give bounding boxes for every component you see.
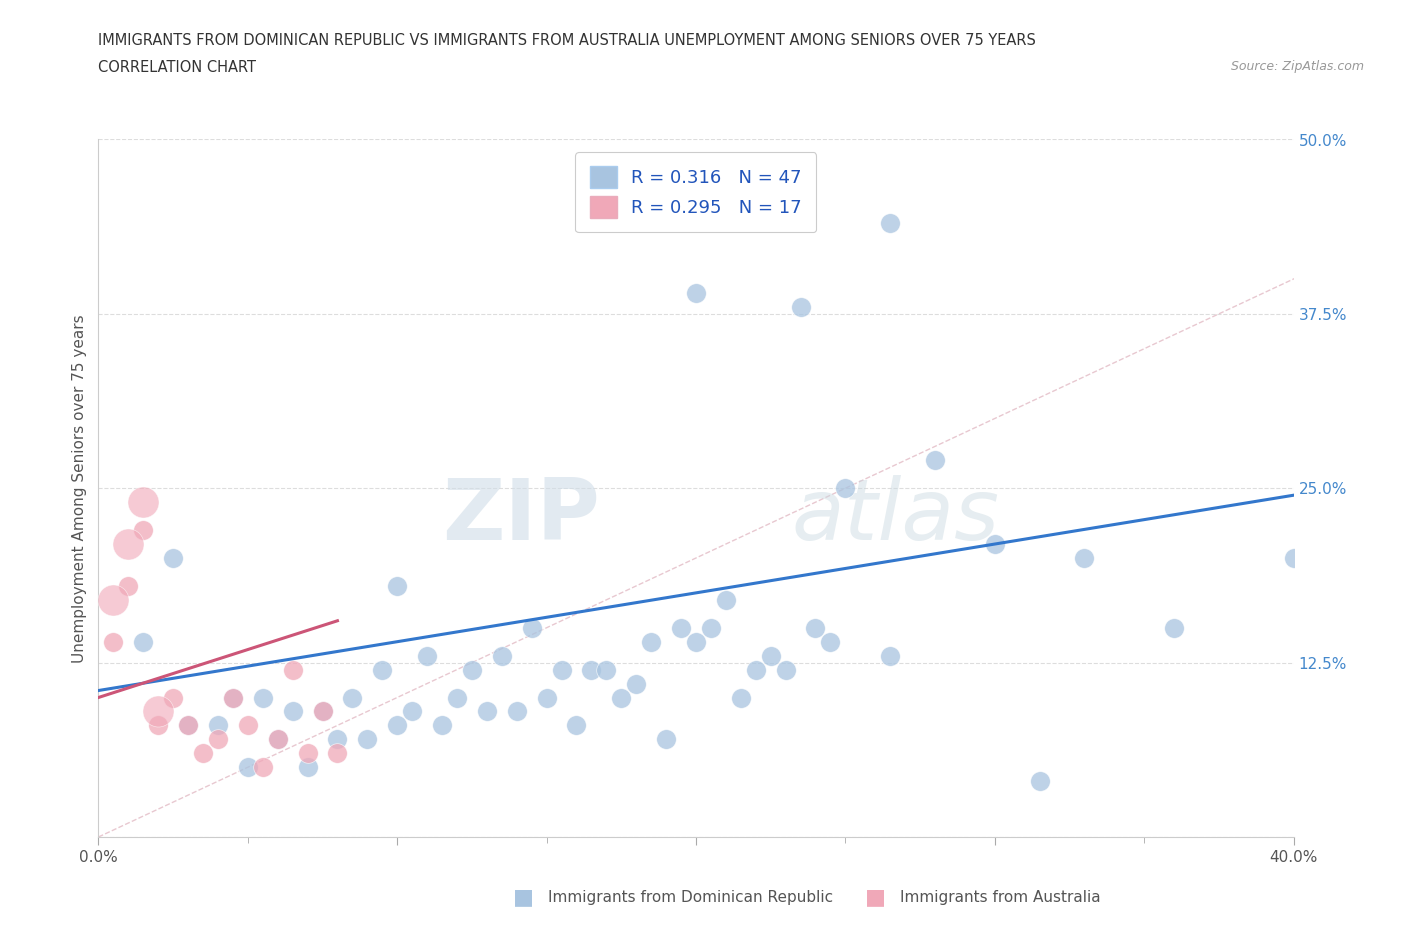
Point [924, 453, 946, 468]
Point [236, 718, 259, 733]
Point [1163, 620, 1185, 635]
Point [297, 746, 319, 761]
Point [1028, 774, 1050, 789]
Point [804, 620, 827, 635]
Text: atlas: atlas [792, 474, 1000, 558]
Point [132, 495, 155, 510]
Point [207, 718, 229, 733]
Point [132, 634, 155, 649]
Point [132, 523, 155, 538]
Point [1282, 551, 1305, 565]
Text: Immigrants from Dominican Republic: Immigrants from Dominican Republic [548, 890, 834, 905]
Point [1073, 551, 1095, 565]
Point [311, 704, 333, 719]
Point [759, 648, 782, 663]
Point [685, 286, 707, 300]
Point [297, 760, 319, 775]
Point [879, 216, 901, 231]
Point [162, 690, 184, 705]
Text: ZIP: ZIP [443, 474, 600, 558]
Point [326, 746, 349, 761]
Point [117, 578, 139, 593]
Point [789, 299, 811, 314]
Point [148, 718, 170, 733]
Point [536, 690, 558, 705]
Point [385, 578, 409, 593]
Point [148, 704, 170, 719]
Point [595, 662, 617, 677]
Point [117, 537, 139, 551]
Point [177, 718, 200, 733]
Point [655, 732, 678, 747]
Point [267, 732, 290, 747]
Y-axis label: Unemployment Among Seniors over 75 years: Unemployment Among Seniors over 75 years [72, 314, 87, 662]
Point [281, 662, 304, 677]
Point [461, 662, 484, 677]
Point [475, 704, 498, 719]
Point [520, 620, 543, 635]
Point [177, 718, 200, 733]
Point [879, 648, 901, 663]
Point [730, 690, 752, 705]
Point [610, 690, 633, 705]
Point [267, 732, 290, 747]
Point [371, 662, 394, 677]
Text: ■: ■ [513, 887, 534, 908]
Point [385, 718, 409, 733]
Point [103, 592, 125, 607]
Point [700, 620, 723, 635]
Point [222, 690, 245, 705]
Point [685, 634, 707, 649]
Point [191, 746, 214, 761]
Point [446, 690, 468, 705]
Point [236, 760, 259, 775]
Point [775, 662, 797, 677]
Point [550, 662, 572, 677]
Point [252, 690, 274, 705]
Point [416, 648, 439, 663]
Point [356, 732, 378, 747]
Point [640, 634, 662, 649]
Point [565, 718, 588, 733]
Point [252, 760, 274, 775]
Point [491, 648, 513, 663]
Point [326, 732, 349, 747]
Point [669, 620, 692, 635]
Point [222, 690, 245, 705]
Point [311, 704, 333, 719]
Point [342, 690, 364, 705]
Point [506, 704, 529, 719]
Point [624, 676, 647, 691]
Point [430, 718, 453, 733]
Point [820, 634, 842, 649]
Point [162, 551, 184, 565]
Text: CORRELATION CHART: CORRELATION CHART [98, 60, 256, 75]
Point [581, 662, 603, 677]
Text: Immigrants from Australia: Immigrants from Australia [900, 890, 1101, 905]
Text: Source: ZipAtlas.com: Source: ZipAtlas.com [1230, 60, 1364, 73]
Point [103, 634, 125, 649]
Point [745, 662, 768, 677]
Text: ■: ■ [865, 887, 886, 908]
Point [834, 481, 856, 496]
Point [714, 592, 737, 607]
Text: IMMIGRANTS FROM DOMINICAN REPUBLIC VS IMMIGRANTS FROM AUSTRALIA UNEMPLOYMENT AMO: IMMIGRANTS FROM DOMINICAN REPUBLIC VS IM… [98, 33, 1036, 47]
Point [207, 732, 229, 747]
Point [281, 704, 304, 719]
Point [983, 537, 1005, 551]
Point [401, 704, 423, 719]
Legend: R = 0.316   N = 47, R = 0.295   N = 17: R = 0.316 N = 47, R = 0.295 N = 17 [575, 152, 817, 232]
